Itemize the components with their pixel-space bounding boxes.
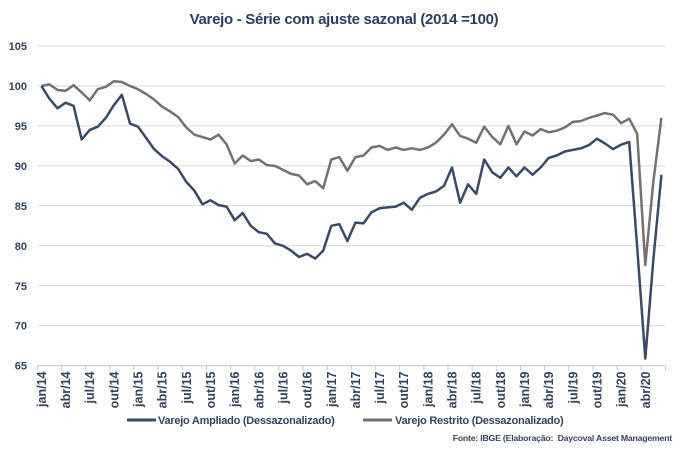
svg-text:out/15: out/15 <box>204 371 218 408</box>
svg-text:Varejo Restrito (Dessazonaliza: Varejo Restrito (Dessazonalizado) <box>395 415 564 427</box>
svg-text:jul/16: jul/16 <box>277 371 291 404</box>
svg-text:jan/18: jan/18 <box>421 371 435 407</box>
svg-text:Varejo - Série com ajuste sazo: Varejo - Série com ajuste sazonal (2014 … <box>190 11 499 28</box>
svg-text:abr/20: abr/20 <box>639 371 653 408</box>
svg-text:jul/19: jul/19 <box>566 371 580 404</box>
svg-text:Fonte: IBGE (Elaboração: Dayc: Fonte: IBGE (Elaboração: Daycoval Asset … <box>453 433 673 443</box>
svg-text:abr/17: abr/17 <box>349 371 363 408</box>
svg-text:abr/19: abr/19 <box>542 371 556 408</box>
svg-text:105: 105 <box>9 41 27 53</box>
svg-text:75: 75 <box>15 281 27 293</box>
svg-text:out/17: out/17 <box>397 371 411 408</box>
svg-text:jul/14: jul/14 <box>83 371 97 404</box>
svg-text:out/18: out/18 <box>494 371 508 408</box>
svg-text:out/14: out/14 <box>107 371 121 408</box>
svg-text:100: 100 <box>9 81 27 93</box>
svg-text:jan/14: jan/14 <box>35 371 49 407</box>
svg-text:out/19: out/19 <box>591 371 605 408</box>
svg-text:abr/15: abr/15 <box>156 371 170 408</box>
svg-text:jan/15: jan/15 <box>132 371 146 407</box>
svg-text:jan/20: jan/20 <box>615 371 629 407</box>
svg-text:abr/16: abr/16 <box>252 371 266 408</box>
svg-text:jul/18: jul/18 <box>470 371 484 404</box>
svg-text:abr/14: abr/14 <box>59 371 73 408</box>
svg-text:90: 90 <box>15 161 27 173</box>
svg-text:jan/19: jan/19 <box>518 371 532 407</box>
svg-text:95: 95 <box>15 121 27 133</box>
svg-text:Varejo Ampliado (Dessazonaliza: Varejo Ampliado (Dessazonalizado) <box>158 415 335 427</box>
svg-text:jan/16: jan/16 <box>228 371 242 407</box>
svg-text:abr/18: abr/18 <box>446 371 460 408</box>
svg-text:jul/15: jul/15 <box>180 371 194 404</box>
svg-text:85: 85 <box>15 201 27 213</box>
svg-text:jul/17: jul/17 <box>373 371 387 404</box>
svg-text:70: 70 <box>15 321 27 333</box>
svg-text:80: 80 <box>15 241 27 253</box>
svg-text:jan/17: jan/17 <box>325 371 339 407</box>
svg-text:out/16: out/16 <box>301 371 315 408</box>
svg-text:65: 65 <box>15 361 27 373</box>
